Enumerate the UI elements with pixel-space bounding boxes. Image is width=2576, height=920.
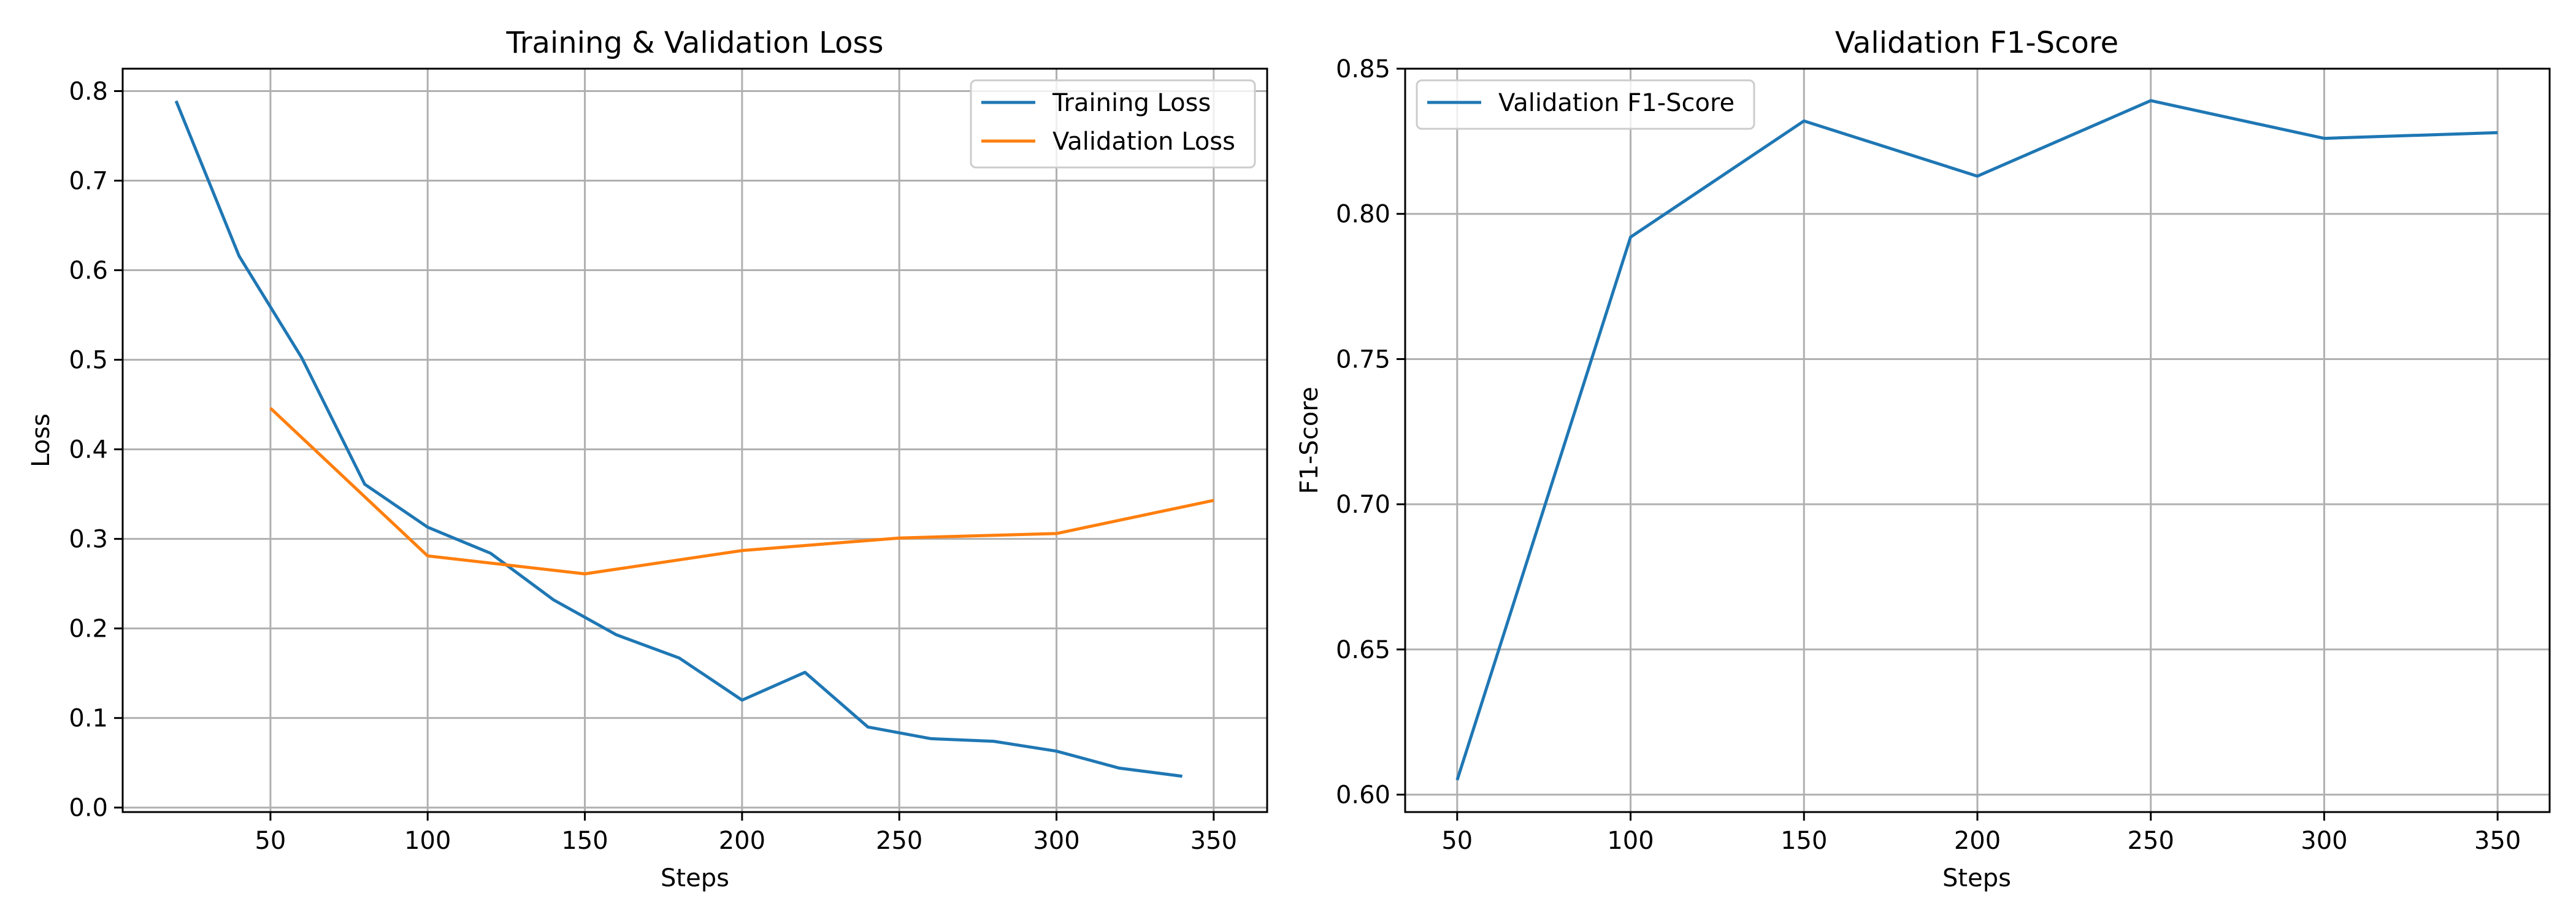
loss-xtick-label-100: 100: [404, 827, 451, 855]
legend-label-training-loss: Training Loss: [1052, 89, 1211, 117]
loss-chart-grid: [123, 69, 1267, 812]
loss-ytick-label-3: 0.3: [69, 526, 108, 554]
loss-ytick-label-0: 0.0: [69, 794, 108, 822]
loss-xtick-label-150: 150: [561, 827, 608, 855]
loss-xtick-label-350: 350: [1190, 827, 1237, 855]
loss-xtick-label-200: 200: [719, 827, 765, 855]
loss-chart-y-axis: 0.0 0.1 0.2 0.3 0.4 0.5 0.6 0.7 0.8: [69, 78, 123, 822]
f1-ytick-label-5: 0.85: [1336, 55, 1390, 83]
loss-ytick-label-1: 0.1: [69, 705, 108, 733]
f1-chart-y-label: F1-Score: [1295, 387, 1324, 494]
loss-ytick-label-7: 0.7: [69, 167, 108, 196]
f1-chart-series: [1455, 99, 2498, 781]
f1-chart-legend: Validation F1-Score: [1416, 79, 1755, 130]
loss-ytick-label-2: 0.2: [69, 615, 108, 643]
loss-ytick-label-8: 0.8: [69, 78, 108, 106]
f1-xtick-label-150: 150: [1781, 827, 1827, 855]
f1-xtick-label-350: 350: [2474, 827, 2521, 855]
f1-xtick-label-100: 100: [1607, 827, 1654, 855]
f1-chart-y-axis: 0.60 0.65 0.70 0.75 0.80 0.85: [1336, 55, 1405, 810]
loss-xtick-label-50: 50: [255, 827, 286, 855]
loss-xtick-label-250: 250: [876, 827, 922, 855]
loss-chart-x-label: Steps: [661, 864, 729, 892]
f1-chart-title: Validation F1-Score: [1835, 26, 2118, 60]
loss-ytick-label-5: 0.5: [69, 347, 108, 375]
f1-ytick-label-0: 0.60: [1336, 781, 1390, 810]
f1-chart-legend-box: [1416, 79, 1755, 130]
loss-chart-legend: Training Loss Validation Loss: [970, 79, 1256, 169]
loss-xtick-label-300: 300: [1033, 827, 1079, 855]
series-line-validation-f1-score: [1455, 99, 2498, 781]
f1-xtick-label-50: 50: [1441, 827, 1473, 855]
f1-chart-x-axis: 50 100 150 200 250 300 350: [1441, 812, 2521, 855]
loss-chart-title: Training & Validation Loss: [506, 26, 884, 60]
loss-ytick-label-4: 0.4: [69, 436, 108, 464]
loss-chart-x-axis: 50 100 150 200 250 300 350: [255, 812, 1237, 855]
series-line-training-loss: [174, 100, 1183, 778]
loss-chart-frame: [121, 67, 1268, 813]
f1-ytick-label-4: 0.80: [1336, 201, 1390, 229]
loss-ytick-label-6: 0.6: [69, 257, 108, 285]
f1-ytick-label-1: 0.65: [1336, 636, 1390, 664]
f1-xtick-label-300: 300: [2301, 827, 2347, 855]
f1-chart-grid: [1405, 67, 2550, 812]
loss-chart: Training & Validation Loss 50 100 150 200 25…: [27, 26, 1268, 892]
legend-label-validation-loss: Validation Loss: [1052, 128, 1235, 156]
f1-ytick-label-2: 0.70: [1336, 491, 1390, 519]
f1-ytick-label-3: 0.75: [1336, 345, 1390, 374]
loss-chart-series: [174, 100, 1214, 778]
loss-chart-legend-box: [970, 79, 1256, 169]
legend-label-validation-f1: Validation F1-Score: [1498, 89, 1735, 117]
f1-chart: Validation F1-Score 50 100 150 200 250 300 350…: [1295, 26, 2551, 892]
f1-xtick-label-250: 250: [2128, 827, 2174, 855]
f1-chart-x-label: Steps: [1942, 864, 2011, 892]
series-line-validation-loss: [269, 407, 1214, 576]
loss-chart-y-label: Loss: [27, 413, 55, 467]
f1-xtick-label-200: 200: [1954, 827, 2001, 855]
